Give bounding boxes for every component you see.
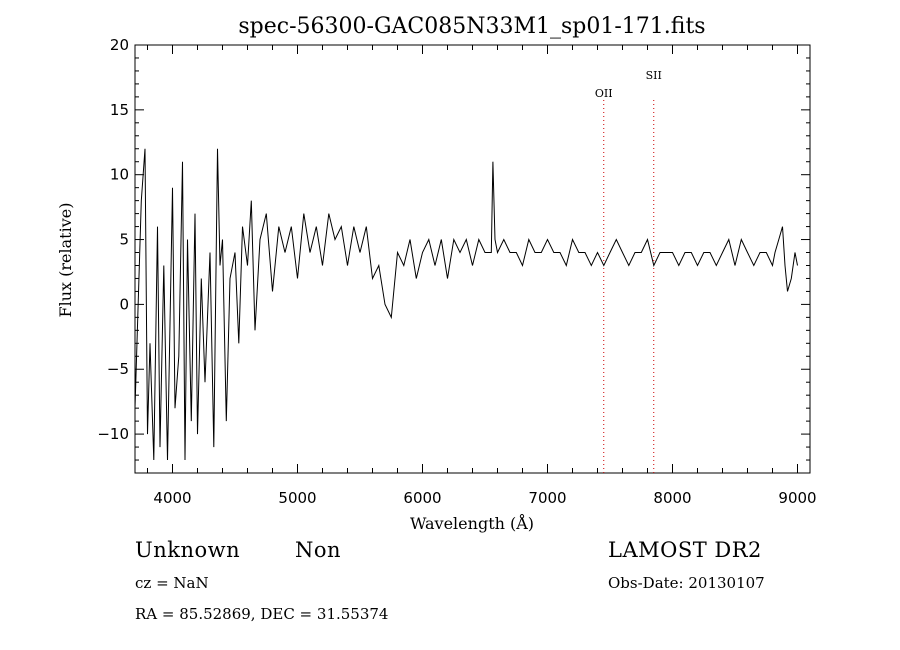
chart-title: spec-56300-GAC085N33M1_sp01-171.fits xyxy=(238,14,705,39)
coordinates-label: RA = 85.52869, DEC = 31.55374 xyxy=(135,605,389,623)
plot-frame xyxy=(134,44,811,474)
x-tick-label: 4000 xyxy=(153,489,191,507)
y-axis-label: Flux (relative) xyxy=(56,203,75,318)
y-tick-label: 0 xyxy=(119,295,129,313)
x-tick-label: 6000 xyxy=(403,489,441,507)
object-subclass: Non xyxy=(295,538,342,562)
survey-label: LAMOST DR2 xyxy=(608,538,762,562)
object-class: Unknown xyxy=(135,538,241,562)
y-tick-label: 20 xyxy=(110,36,129,54)
line-marker-label: OII xyxy=(595,87,613,100)
x-tick-label: 7000 xyxy=(528,489,566,507)
y-tick-label: 15 xyxy=(110,101,129,119)
line-marker-label: SII xyxy=(646,69,662,82)
redshift-label: cz = NaN xyxy=(135,574,209,592)
y-tick-label: 5 xyxy=(119,231,129,249)
obs-date-label: Obs-Date: 20130107 xyxy=(608,574,765,592)
x-tick-label: 9000 xyxy=(778,489,816,507)
x-axis-label: Wavelength (Å) xyxy=(410,513,534,533)
x-tick-label: 5000 xyxy=(278,489,316,507)
y-tick-label: −5 xyxy=(107,360,129,378)
spectrum-line xyxy=(134,148,798,461)
y-tick-label: 10 xyxy=(110,166,129,184)
y-tick-label: −10 xyxy=(97,425,129,443)
x-tick-label: 8000 xyxy=(653,489,691,507)
plot-area: 4000 5000 6000 7000 8000 9000 −10 −5 0 5 10 15 20 OII… xyxy=(97,36,816,507)
